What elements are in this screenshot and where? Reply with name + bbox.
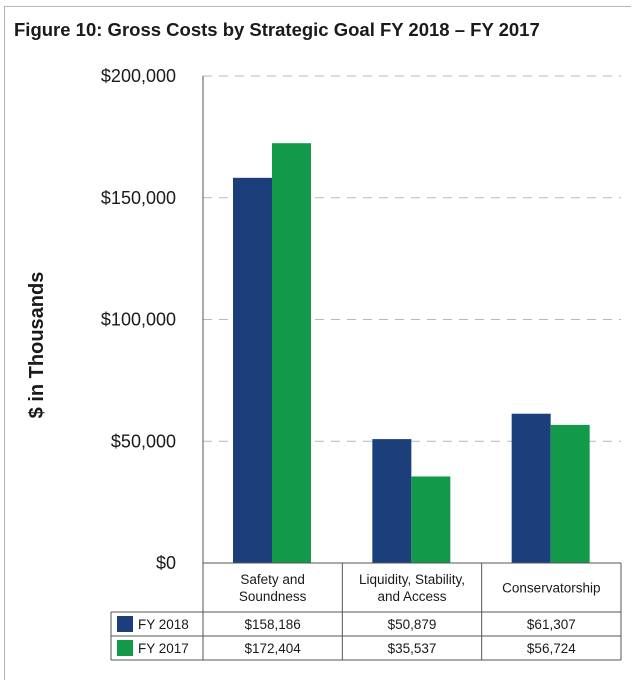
category-label: Soundness	[239, 589, 307, 604]
category-label: Liquidity, Stability,	[359, 572, 465, 587]
table-value: $56,724	[527, 641, 576, 656]
y-tick-label: $150,000	[101, 188, 176, 208]
figure-frame	[4, 6, 631, 680]
y-tick-label: $100,000	[101, 310, 176, 330]
table-value: $158,186	[245, 617, 301, 632]
bar-fy-2018	[511, 413, 551, 563]
table-value: $35,537	[388, 641, 437, 656]
bars	[233, 143, 590, 564]
figure-title: Figure 10: Gross Costs by Strategic Goal…	[14, 19, 540, 40]
data-table: Safety and Soundness Liquidity, Stability,…	[110, 562, 622, 661]
y-tick-label: $0	[156, 553, 176, 573]
y-axis-label: $ in Thousands	[26, 272, 48, 419]
category-label: and Access	[377, 589, 446, 604]
bar-fy-2017	[272, 143, 311, 563]
table-value: $61,307	[527, 617, 576, 632]
legend-swatch-fy-2017	[117, 640, 133, 656]
table-value: $50,879	[388, 617, 437, 632]
bar-fy-2018	[233, 177, 272, 564]
y-tick-label: $50,000	[111, 431, 176, 451]
bar-fy-2017	[550, 424, 590, 563]
legend-label: FY 2018	[138, 617, 189, 632]
bar-fy-2018	[372, 439, 412, 563]
legend-swatch-fy-2018	[117, 616, 133, 632]
bar-fy-2017	[411, 476, 451, 563]
y-axis-ticks: $0 $50,000 $100,000 $150,000 $200,000	[101, 66, 176, 573]
category-label: Safety and	[240, 572, 305, 587]
table-value: $172,404	[245, 641, 302, 656]
legend-label: FY 2017	[138, 641, 189, 656]
y-tick-label: $200,000	[101, 66, 176, 86]
category-label: Conservatorship	[502, 581, 600, 596]
